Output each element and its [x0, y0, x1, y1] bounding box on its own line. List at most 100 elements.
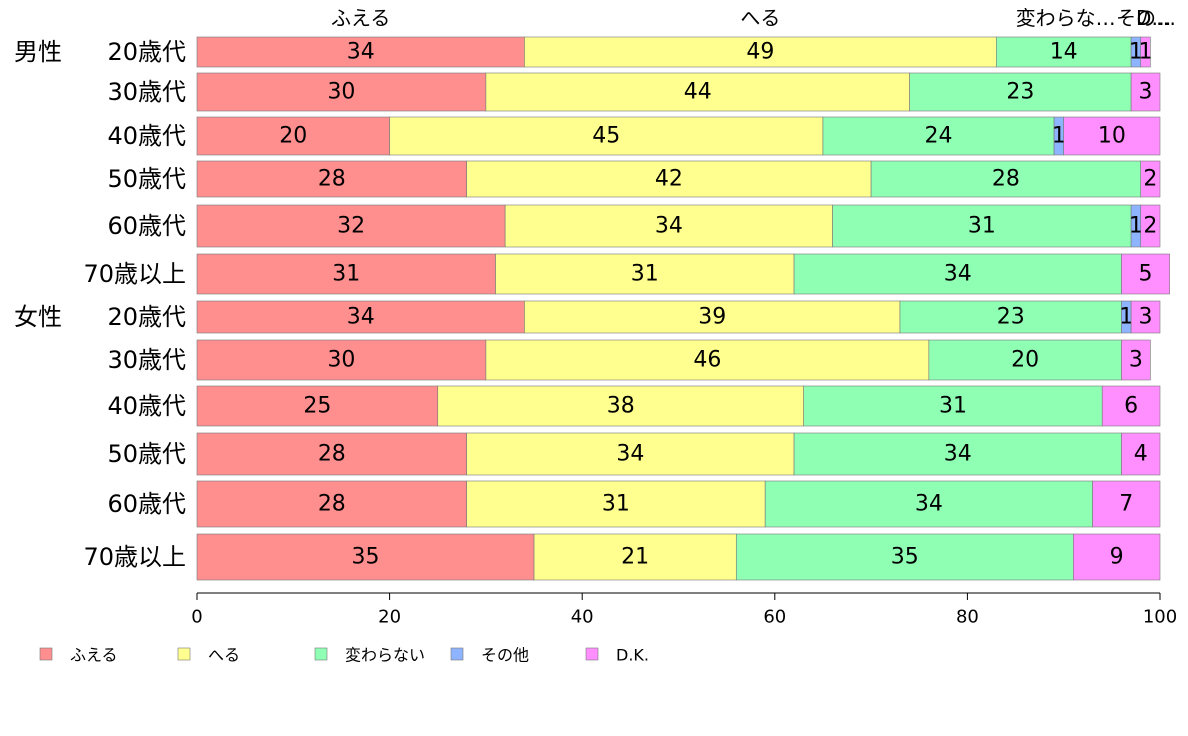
legend-swatch [450, 647, 464, 661]
bar-segment [793, 253, 1122, 295]
bar-segment [524, 36, 997, 68]
x-tick-label: 0 [191, 607, 202, 628]
data-label: 39 [698, 305, 726, 330]
data-label: 34 [944, 262, 972, 287]
data-label: 21 [621, 545, 649, 570]
bar-segment [504, 204, 833, 248]
data-label: 46 [693, 348, 721, 373]
row-label: 70歳以上 [83, 543, 186, 571]
legend-swatch [177, 647, 191, 661]
bar-segment [466, 432, 795, 476]
legend-label: ふえる [70, 646, 118, 665]
bar-segment [495, 253, 795, 295]
bar-segment [928, 339, 1122, 381]
data-label: 38 [607, 394, 635, 419]
legend: ふえる へる 変わらない その他 D.K. [39, 646, 649, 665]
data-label: 3 [1139, 80, 1153, 105]
row-label: 20歳代 [107, 303, 186, 331]
data-label: 25 [303, 394, 331, 419]
data-label: 3 [1129, 348, 1143, 373]
data-label: 28 [992, 167, 1020, 192]
data-label: 14 [1050, 40, 1078, 65]
bar-segment [196, 432, 467, 476]
x-tick-label: 40 [571, 607, 594, 628]
data-label: 32 [337, 214, 365, 239]
x-tick-label: 100 [1143, 607, 1177, 628]
group-label: 男性 [14, 38, 62, 66]
bar-segment [196, 116, 390, 156]
bar-segment [196, 300, 525, 334]
data-label: 1 [1129, 214, 1143, 239]
data-label: 2 [1143, 167, 1157, 192]
data-label: 3 [1139, 305, 1153, 330]
row-label: 50歳代 [107, 440, 186, 468]
data-label: 31 [631, 262, 659, 287]
bar-segment [196, 480, 467, 528]
data-label: 28 [318, 492, 346, 517]
data-label: 34 [944, 442, 972, 467]
data-label: 9 [1110, 545, 1124, 570]
data-label: 1 [1119, 305, 1133, 330]
column-header: 変わらな… [1016, 6, 1116, 30]
bar-segment [485, 339, 930, 381]
data-label: 34 [655, 214, 683, 239]
legend-label: その他 [481, 646, 529, 665]
bar-segment [793, 432, 1122, 476]
data-label: 35 [891, 545, 919, 570]
legend-label: D.K. [616, 646, 649, 665]
bar-segment [1092, 480, 1161, 528]
data-label: 5 [1139, 262, 1153, 287]
bar-segment [909, 72, 1132, 112]
row-label: 40歳代 [107, 122, 186, 150]
bar-segment [196, 339, 487, 381]
column-header: へる [740, 6, 780, 30]
row-label: 60歳代 [107, 212, 186, 240]
bar-segment [196, 36, 525, 68]
data-label: 30 [327, 348, 355, 373]
bar-segment [437, 385, 804, 427]
data-label: 1 [1129, 40, 1143, 65]
bar-segment [735, 533, 1074, 581]
data-label: 31 [968, 214, 996, 239]
bar-segment [1130, 300, 1161, 334]
data-label: 30 [327, 80, 355, 105]
data-label: 31 [602, 492, 630, 517]
data-label: 1 [1139, 40, 1153, 65]
data-label: 7 [1119, 492, 1133, 517]
bar-segment [1121, 253, 1170, 295]
row-label: 20歳代 [107, 38, 186, 66]
data-label: 1 [1052, 124, 1066, 149]
legend-swatch [314, 647, 328, 661]
bar-segment [1121, 339, 1151, 381]
data-label: 44 [684, 80, 712, 105]
bar-segment [1063, 116, 1161, 156]
row-label: 60歳代 [107, 490, 186, 518]
data-label: 23 [1006, 80, 1034, 105]
x-tick-label: 20 [378, 607, 401, 628]
bar-segment [1140, 204, 1161, 248]
data-label: 34 [915, 492, 943, 517]
x-axis: 0 20 40 60 80 100 [191, 592, 1177, 628]
data-label: 42 [655, 167, 683, 192]
bar-segment [196, 533, 535, 581]
data-label: 28 [318, 167, 346, 192]
row-label: 70歳以上 [83, 260, 186, 288]
data-label: 34 [616, 442, 644, 467]
data-label: 31 [939, 394, 967, 419]
legend-label: 変わらない [345, 646, 425, 665]
data-label: 45 [592, 124, 620, 149]
row-label: 50歳代 [107, 165, 186, 193]
group-label: 女性 [14, 303, 62, 331]
data-label: 24 [925, 124, 953, 149]
data-label: 35 [352, 545, 380, 570]
data-label: 20 [1011, 348, 1039, 373]
data-label: 34 [347, 40, 375, 65]
bar-segment [1073, 533, 1161, 581]
bar-segment [1140, 36, 1151, 68]
bar-segment [196, 385, 439, 427]
bar-segment [1130, 72, 1161, 112]
data-label: 31 [332, 262, 360, 287]
row-label: 30歳代 [107, 346, 186, 374]
data-label: 28 [318, 442, 346, 467]
